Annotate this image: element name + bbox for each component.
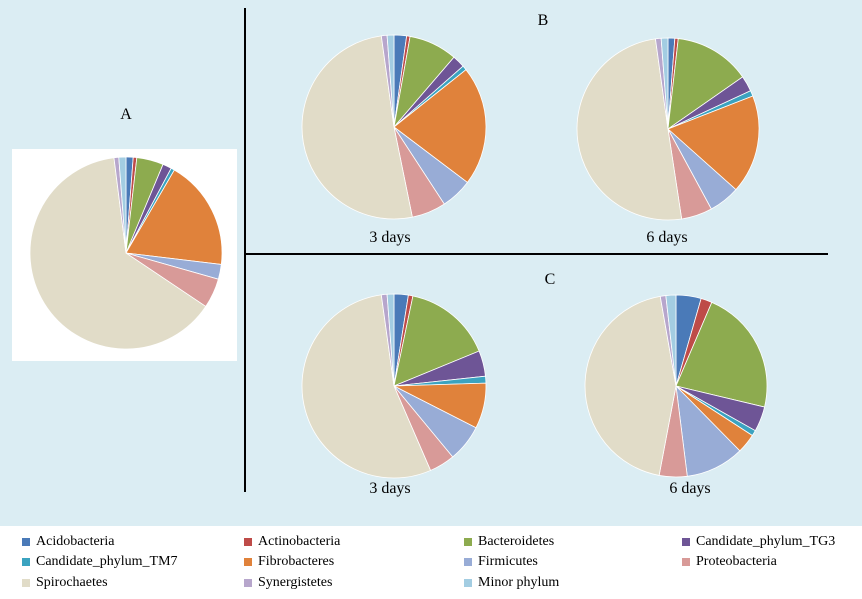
pie-slice-minor-phylum bbox=[665, 294, 677, 387]
legend-item: Bacteroidetes bbox=[464, 534, 554, 550]
pie-slice-minor-phylum bbox=[118, 156, 127, 254]
legend-swatch bbox=[464, 538, 472, 546]
pie-chart-a bbox=[29, 156, 223, 350]
legend-label: Acidobacteria bbox=[36, 534, 115, 549]
pie-slice-minor-phylum bbox=[386, 34, 395, 128]
legend-swatch bbox=[682, 558, 690, 566]
vertical-divider bbox=[244, 8, 246, 492]
legend-label: Synergistetes bbox=[258, 575, 333, 590]
chart-legend: Acidobacteria Actinobacteria Bacteroidetes… bbox=[0, 526, 862, 599]
legend-label: Actinobacteria bbox=[258, 534, 341, 549]
pie-slice-minor-phylum bbox=[386, 293, 395, 387]
panel-a-label: A bbox=[120, 106, 132, 123]
legend-label: Candidate_phylum_TM7 bbox=[36, 554, 178, 569]
legend-label: Proteobacteria bbox=[696, 554, 777, 569]
legend-item: Actinobacteria bbox=[244, 534, 340, 550]
panel-c-3days-caption: 3 days bbox=[369, 480, 411, 497]
legend-label: Spirochaetes bbox=[36, 575, 108, 590]
legend-swatch bbox=[464, 558, 472, 566]
pie-slice-bacteroidetes bbox=[667, 38, 744, 130]
legend-item: Proteobacteria bbox=[682, 554, 777, 570]
panel-b-3days-caption: 3 days bbox=[369, 229, 411, 246]
legend-label: Fibrobacteres bbox=[258, 554, 335, 569]
pie-slice-spirochaetes bbox=[576, 38, 683, 221]
pie-chart-b-3days bbox=[301, 34, 487, 220]
legend-label: Firmicutes bbox=[478, 554, 538, 569]
legend-item: Synergistetes bbox=[244, 575, 332, 591]
pie-slice-fibrobacteres bbox=[667, 95, 760, 191]
pie-slice-fibrobacteres bbox=[393, 69, 487, 184]
legend-swatch bbox=[244, 558, 252, 566]
legend-item: Candidate_phylum_TM7 bbox=[22, 554, 178, 570]
pie-chart-c-6days bbox=[584, 294, 768, 478]
pie-chart-b-6days bbox=[576, 37, 760, 221]
legend-label: Bacteroidetes bbox=[478, 534, 555, 549]
legend-swatch bbox=[22, 538, 30, 546]
legend-item: Spirochaetes bbox=[22, 575, 108, 591]
panel-c-6days-caption: 6 days bbox=[669, 480, 711, 497]
panel-b-label: B bbox=[537, 12, 549, 29]
legend-label: Minor phylum bbox=[478, 575, 560, 590]
legend-swatch bbox=[244, 579, 252, 587]
pie-slice-spirochaetes bbox=[301, 294, 432, 479]
panel-c-label: C bbox=[544, 271, 556, 288]
panel-b-6days-caption: 6 days bbox=[646, 229, 688, 246]
legend-swatch bbox=[22, 558, 30, 566]
legend-item: Fibrobacteres bbox=[244, 554, 334, 570]
legend-item: Firmicutes bbox=[464, 554, 538, 570]
legend-item: Candidate_phylum_TG3 bbox=[682, 534, 835, 550]
legend-swatch bbox=[244, 538, 252, 546]
pie-chart-c-3days bbox=[301, 293, 487, 479]
pie-slice-bacteroidetes bbox=[393, 295, 480, 387]
legend-item: Acidobacteria bbox=[22, 534, 115, 550]
legend-swatch bbox=[22, 579, 30, 587]
legend-label: Candidate_phylum_TG3 bbox=[696, 534, 836, 549]
legend-item: Minor phylum bbox=[464, 575, 559, 591]
pie-slice-spirochaetes bbox=[29, 157, 207, 350]
legend-swatch bbox=[682, 538, 690, 546]
pie-slice-minor-phylum bbox=[660, 37, 669, 130]
pie-slice-spirochaetes bbox=[301, 35, 413, 220]
pie-slice-fibrobacteres bbox=[125, 169, 223, 265]
pie-slice-spirochaetes bbox=[584, 295, 677, 476]
pie-slice-bacteroidetes bbox=[675, 301, 768, 408]
horizontal-divider bbox=[244, 253, 828, 255]
legend-swatch bbox=[464, 579, 472, 587]
